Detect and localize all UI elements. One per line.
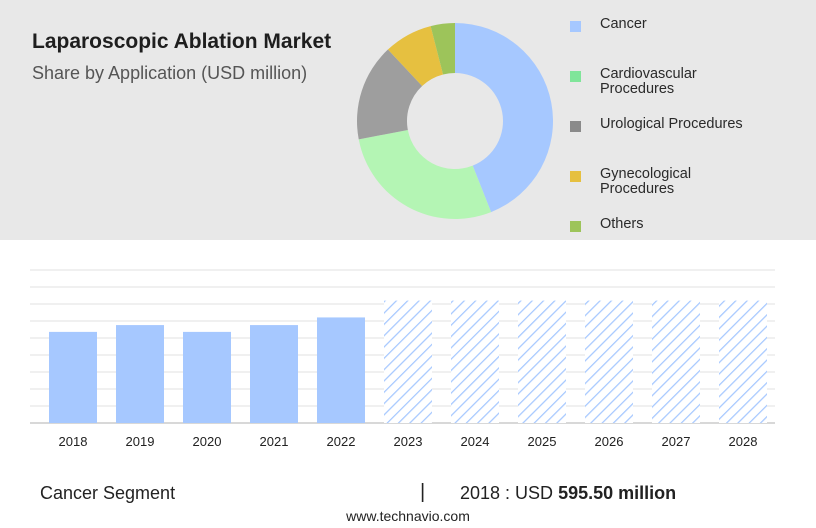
x-tick-label: 2026	[595, 434, 624, 449]
x-tick-label: 2023	[394, 434, 423, 449]
legend-swatch-others	[570, 221, 581, 232]
x-tick-label: 2019	[126, 434, 155, 449]
legend-swatch-cardiovascular	[570, 71, 581, 82]
donut-slice-gynecological	[387, 26, 444, 87]
legend-swatch-gynecological	[570, 171, 581, 182]
x-tick-label: 2027	[662, 434, 691, 449]
forecast-bar-2027	[652, 300, 700, 423]
footer-year-prefix: 2018 : USD	[460, 483, 554, 503]
legend-label: Cardiovascular Procedures	[600, 66, 697, 97]
legend-label: Gynecological Procedures	[600, 166, 692, 197]
legend: Cancer Cardiovascular Procedures Urologic…	[570, 0, 810, 240]
forecast-bar-2026	[585, 300, 633, 423]
legend-label: Cancer	[600, 16, 647, 32]
forecast-bar-2025	[518, 300, 566, 423]
bar-2020	[183, 331, 231, 423]
footer-segment-label: Cancer Segment	[40, 483, 176, 503]
donut-slice-others	[430, 23, 455, 75]
donut-slice-cancer	[455, 23, 553, 213]
forecast-bar-2023	[384, 300, 432, 423]
footer-value: 2018 : USD 595.50 million	[460, 483, 676, 504]
x-tick-label: 2018	[59, 434, 88, 449]
bar-2018	[49, 331, 97, 423]
donut-chart	[357, 23, 553, 219]
x-tick-label: 2021	[260, 434, 289, 449]
x-tick-label: 2024	[461, 434, 490, 449]
legend-label: Urological Procedures	[600, 116, 743, 132]
legend-label: Others	[600, 216, 644, 232]
legend-swatch-cancer	[570, 21, 581, 32]
bar-chart: 2018 2019 2020 2021 2022 2023 2024 2025 2026 2027…	[30, 269, 775, 449]
donut-slice-cardiovascular	[358, 129, 492, 219]
donut-slice-urological	[357, 49, 423, 140]
website-link: www.technavio.com	[346, 508, 470, 524]
bar-2021	[250, 325, 298, 423]
x-tick-label: 2028	[729, 434, 758, 449]
chart-subtitle: Share by Application (USD million)	[32, 63, 308, 83]
footer-value-amount: 595.50 million	[558, 483, 677, 503]
forecast-bar-2028	[719, 300, 767, 423]
bar-2019	[116, 325, 164, 423]
footer-separator: |	[420, 481, 426, 503]
chart-title: Laparoscopic Ablation Market	[32, 30, 332, 53]
forecast-bar-2024	[451, 300, 499, 423]
legend-swatch-urological	[570, 121, 581, 132]
x-tick-label: 2025	[528, 434, 557, 449]
x-tick-label: 2020	[193, 434, 222, 449]
bar-2022	[317, 317, 365, 423]
x-tick-label: 2022	[327, 434, 356, 449]
